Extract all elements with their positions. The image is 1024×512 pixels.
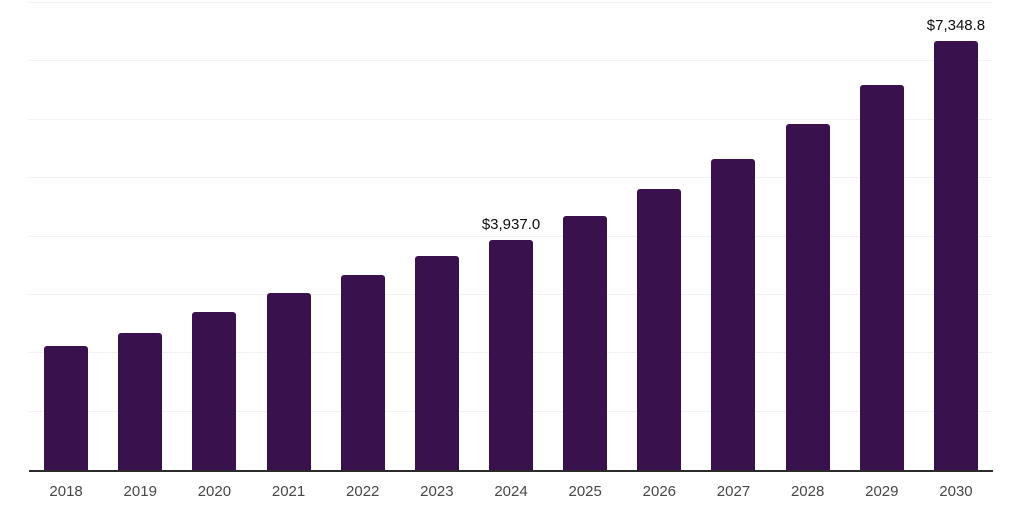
x-axis-label-2018: 2018 [49, 483, 83, 500]
bar-slot-2026 [622, 3, 696, 470]
x-axis-label-2022: 2022 [346, 483, 380, 500]
bar-slot-2025 [548, 3, 622, 470]
data-label-2030: $7,348.8 [926, 17, 986, 35]
x-axis-label-2025: 2025 [568, 483, 602, 500]
bar-slot-2023 [400, 3, 474, 470]
x-axis-label-2027: 2027 [716, 483, 751, 500]
bar-2018[interactable] [44, 345, 89, 470]
gridline [29, 235, 993, 237]
bar-slot-2027 [696, 3, 770, 470]
bar-2024[interactable] [489, 240, 534, 470]
bar-slot-2020 [177, 3, 251, 470]
bar-2025[interactable] [563, 215, 608, 470]
bar-slot-2029 [845, 3, 919, 470]
x-axis-label-2029: 2029 [865, 483, 899, 500]
gridline [29, 2, 993, 3]
plot-area: $3,937.0 $7,348.8 [29, 2, 993, 472]
x-axis: 2018 2019 2020 2021 2022 2023 2024 2025 2026 2027… [29, 482, 993, 502]
bar-2027[interactable] [711, 158, 756, 470]
bar-slot-2028 [771, 3, 845, 470]
x-axis-label-2023: 2023 [420, 483, 454, 500]
bar-slot-2018 [29, 3, 103, 470]
bar-2021[interactable] [266, 292, 311, 470]
bar-slot-2022 [326, 3, 400, 470]
bar-2028[interactable] [785, 123, 830, 470]
x-axis-label-2020: 2020 [197, 483, 232, 500]
bar-2020[interactable] [192, 312, 237, 470]
gridline [29, 177, 993, 179]
data-label-2024: $3,937.0 [481, 216, 541, 234]
bar-2022[interactable] [340, 275, 385, 470]
x-axis-label-2026: 2026 [642, 483, 677, 500]
gridline [29, 118, 993, 120]
x-axis-label-2019: 2019 [123, 483, 157, 500]
bar-2023[interactable] [414, 255, 459, 470]
bar-slot-2021 [251, 3, 325, 470]
x-axis-label-2021: 2021 [271, 483, 306, 500]
bar-2029[interactable] [859, 85, 904, 470]
bar-2019[interactable] [118, 332, 163, 470]
bar-slot-2024: $3,937.0 [474, 3, 548, 470]
x-axis-label-2028: 2028 [790, 483, 825, 500]
gridline [29, 60, 993, 62]
bars-row: $3,937.0 $7,348.8 [29, 3, 993, 470]
x-axis-label-2024: 2024 [494, 483, 528, 500]
x-axis-label-2030: 2030 [939, 483, 973, 500]
bar-2030[interactable] [933, 41, 978, 470]
bar-2026[interactable] [637, 188, 682, 470]
bar-slot-2019 [103, 3, 177, 470]
bar-slot-2030: $7,348.8 [919, 3, 993, 470]
